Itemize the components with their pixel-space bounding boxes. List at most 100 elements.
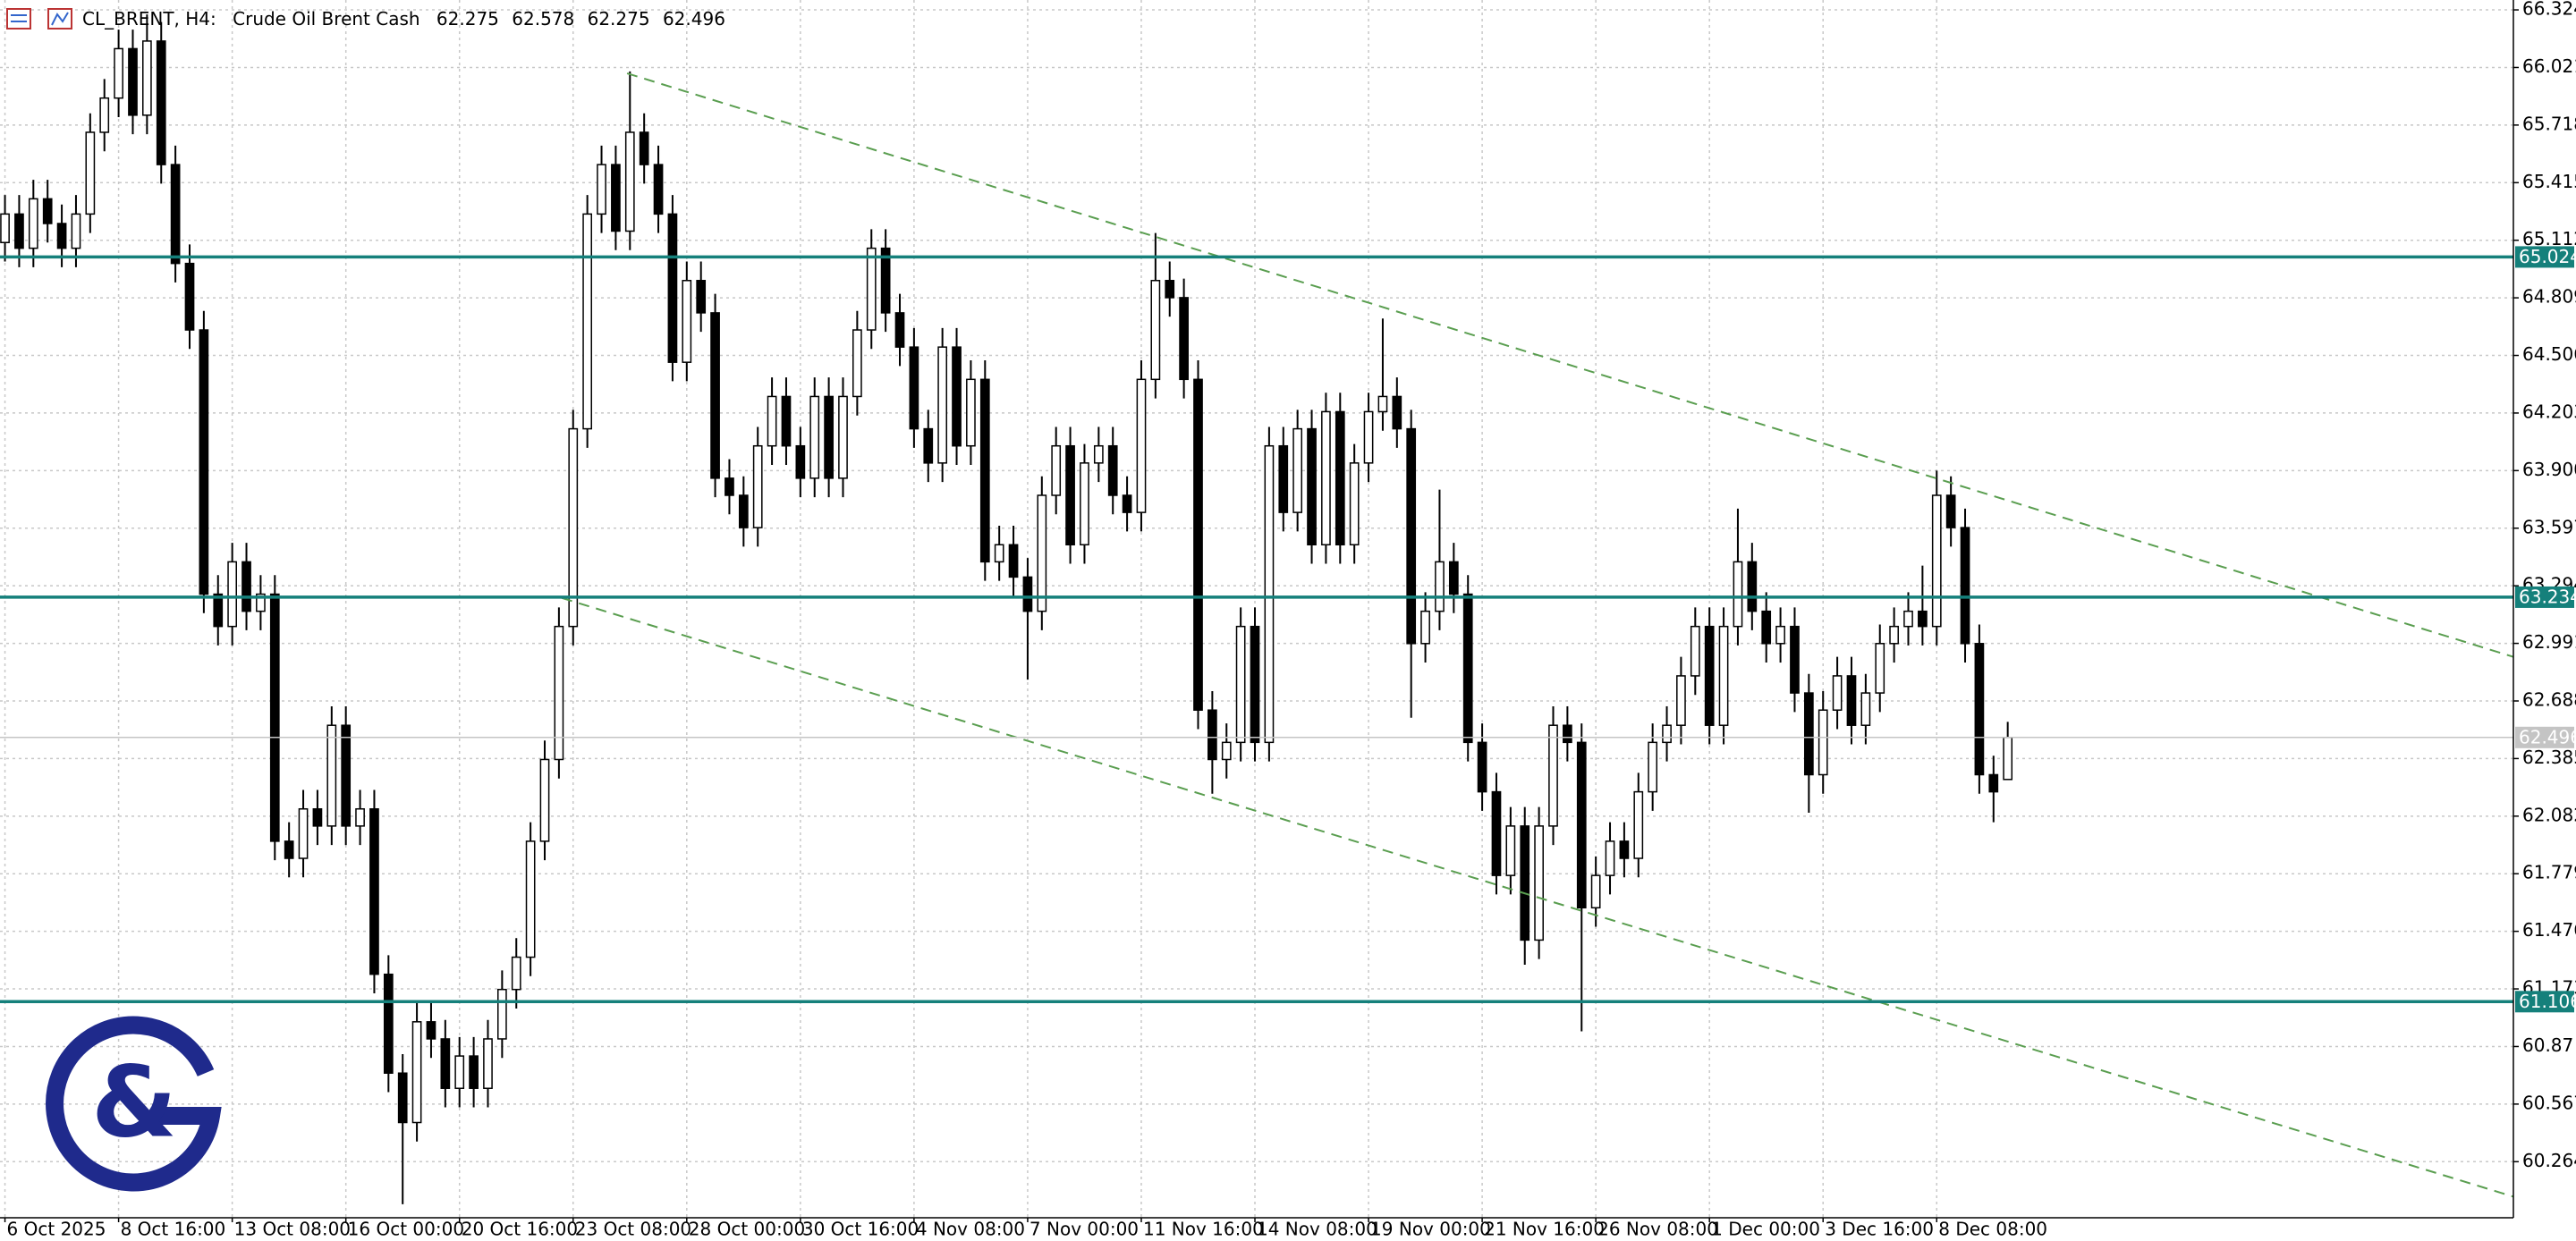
candle-body [1051,444,1062,496]
symbol: CL_BRENT, H4: [82,8,216,30]
candle-body [1590,874,1601,909]
x-tick-label: 30 Oct 16:00 [802,1219,919,1240]
candle-body [1875,643,1885,694]
candle-body [624,131,635,232]
y-tick-label: 61.779 [2522,862,2576,883]
candle-body [568,427,579,628]
candle-body [852,329,862,398]
candle-body [1208,709,1217,761]
candle-body [1931,494,1942,628]
candle-body [1832,675,1843,711]
x-tick-label: 8 Dec 08:00 [1938,1219,2047,1240]
x-tick-label: 20 Oct 16:00 [462,1219,578,1240]
plot-area [0,14,2514,1204]
candle-body [1648,741,1658,793]
x-tick-label: 3 Dec 16:00 [1825,1219,1934,1240]
candle-body [114,47,123,99]
candle-body [1548,724,1558,827]
icon-line [51,12,69,26]
candle-body [752,444,763,528]
candle-body [1008,544,1019,578]
candle-body [1235,625,1246,744]
ohlc-high: 62.578 [512,8,574,30]
candle-body [1576,741,1587,909]
candle-body [1221,741,1232,761]
candle-body [582,213,593,430]
x-tick-label: 11 Nov 16:00 [1143,1219,1264,1240]
x-tick-label: 26 Nov 08:00 [1597,1219,1718,1240]
candle-body [1733,561,1743,628]
candle-body [824,395,834,479]
candle-body [1022,576,1033,612]
candle-body [1278,444,1289,513]
candle-body [142,40,152,116]
y-tick-label: 60.87 [2522,1034,2573,1056]
y-tick-label: 62.688 [2522,688,2576,710]
y-tick-label: 63.900 [2522,459,2576,480]
level-label-bg [2515,586,2574,608]
candle-body [426,1021,436,1040]
candle-body [1633,790,1644,859]
y-tick-label: 65.415 [2522,171,2576,192]
candle-body [1918,610,1928,628]
candle-body [269,593,280,842]
candle-body [1718,625,1729,726]
logo-g [46,1016,222,1192]
candle-body [1307,427,1317,546]
candle-body [966,378,976,447]
candle-body [653,164,664,215]
candle-body [1136,378,1147,513]
candle-body [256,593,266,612]
candle-body [1448,561,1459,595]
y-tick-label: 65.112 [2522,228,2576,249]
candle-body [909,346,919,430]
candle-body [326,724,337,827]
candle-body [1093,444,1104,464]
candle-body [1462,593,1473,744]
trend-line [626,72,2514,658]
x-tick-label: 23 Oct 08:00 [575,1219,691,1240]
candle-body [1889,625,1899,645]
candle-body [1321,410,1331,546]
candle-body [14,213,24,249]
candle-body [56,223,67,249]
candle-body [994,544,1004,563]
candle-body [1704,625,1715,726]
x-tick-label: 13 Oct 08:00 [234,1219,351,1240]
candle-body [1406,427,1417,645]
ohlc-open: 62.275 [436,8,499,30]
candle-body [355,807,365,827]
candle-body [1846,675,1857,726]
candle-body [28,198,38,249]
y-tick-label: 62.385 [2522,747,2576,768]
candle-body [1292,427,1303,513]
icon[interactable] [6,8,31,30]
level-label: 63.234 [2519,586,2576,607]
candle-body [1563,724,1572,744]
candle-body [1250,625,1260,744]
candle-body [710,312,720,479]
candle-body [454,1055,465,1089]
candle-body [1420,610,1430,645]
y-tick-label: 64.809 [2522,286,2576,308]
candle-body [1193,378,1203,711]
candle-body [284,840,294,859]
candle-body [99,97,110,133]
logo-symbol: & [91,1044,177,1159]
candle-body [1747,561,1758,612]
candle-body [483,1038,493,1089]
x-tick-label: 7 Nov 00:00 [1030,1219,1139,1240]
price-label-bg [2515,726,2574,748]
candle-body [85,131,96,215]
candle-body [525,840,536,958]
y-tick-label: 66.324 [2522,0,2576,20]
candle-body [440,1038,451,1089]
candle-body [767,395,777,447]
x-tick-label: 19 Nov 00:00 [1370,1219,1491,1240]
ohlc-close: 62.496 [663,8,725,30]
trend-line [561,596,2514,1198]
candle-body [1392,395,1402,430]
candle-body [880,247,891,314]
candle-body [1860,692,1871,726]
